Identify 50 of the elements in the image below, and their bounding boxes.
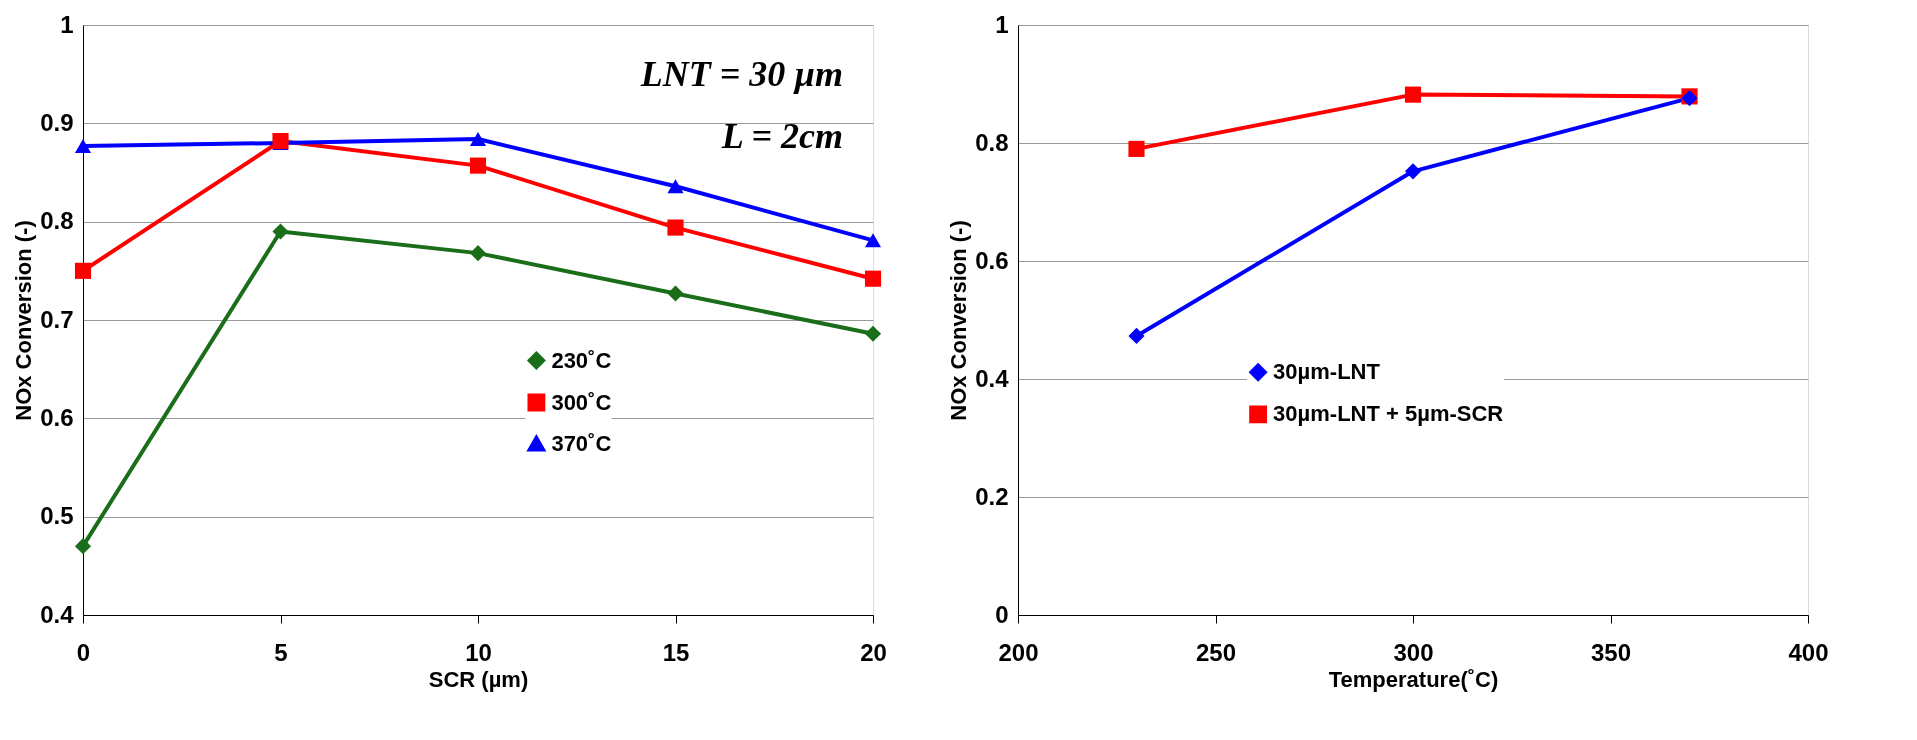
point xyxy=(667,219,684,236)
y-tick-label: 0.9 xyxy=(40,108,74,136)
x-tick-label: 400 xyxy=(1788,638,1829,666)
y-axis-title: NOx Conversion (-) xyxy=(946,220,972,421)
point xyxy=(74,138,92,153)
y-tick-label: 0.5 xyxy=(40,502,74,530)
legend-label: 300˚C xyxy=(551,389,612,415)
point xyxy=(469,157,487,174)
point xyxy=(667,179,684,194)
point xyxy=(1128,140,1145,157)
point xyxy=(272,223,289,240)
point xyxy=(1404,86,1422,103)
annotation: L = 2cm xyxy=(720,116,843,156)
point xyxy=(864,233,882,248)
legend-label: 30µm-LNT + 5µm-SCR xyxy=(1273,401,1504,427)
x-axis-title: Temperature(˚C) xyxy=(1328,666,1499,692)
y-tick-label: 0.7 xyxy=(40,305,74,333)
legend-label: 370˚C xyxy=(551,430,612,456)
y-tick-label: 0.6 xyxy=(975,246,1009,274)
x-tick-label: 250 xyxy=(1195,638,1237,666)
y-tick-label: 1 xyxy=(60,10,74,38)
x-tick-label: 200 xyxy=(998,638,1039,666)
x-tick-label: 350 xyxy=(1590,638,1632,666)
y-tick-label: 0.4 xyxy=(975,364,1010,392)
point xyxy=(74,538,92,555)
y-axis-title: NOx Conversion (-) xyxy=(11,220,37,421)
point xyxy=(864,270,882,287)
y-tick-label: 0.4 xyxy=(40,600,75,628)
point xyxy=(864,325,882,342)
y-tick-label: 0.8 xyxy=(40,207,74,235)
x-tick-label: 10 xyxy=(465,638,492,666)
x-axis-title: SCR (µm) xyxy=(428,666,529,692)
x-tick-label: 20 xyxy=(860,638,887,666)
y-tick-label: 0.8 xyxy=(975,128,1009,156)
point xyxy=(667,285,684,302)
y-tick-label: 0 xyxy=(995,600,1009,628)
x-tick-label: 5 xyxy=(274,638,288,666)
point xyxy=(469,132,487,147)
point xyxy=(74,262,92,279)
y-tick-label: 0.6 xyxy=(40,403,74,431)
point xyxy=(1128,327,1145,344)
annotation: LNT = 30 µm xyxy=(639,54,843,94)
legend-label: 230˚C xyxy=(551,347,612,373)
point xyxy=(1404,163,1422,180)
point xyxy=(469,245,487,262)
x-tick-label: 15 xyxy=(662,638,690,666)
y-tick-label: 1 xyxy=(995,10,1009,38)
x-tick-label: 300 xyxy=(1393,638,1434,666)
y-tick-label: 0.2 xyxy=(975,482,1009,510)
legend-label: 30µm-LNT xyxy=(1273,359,1381,385)
